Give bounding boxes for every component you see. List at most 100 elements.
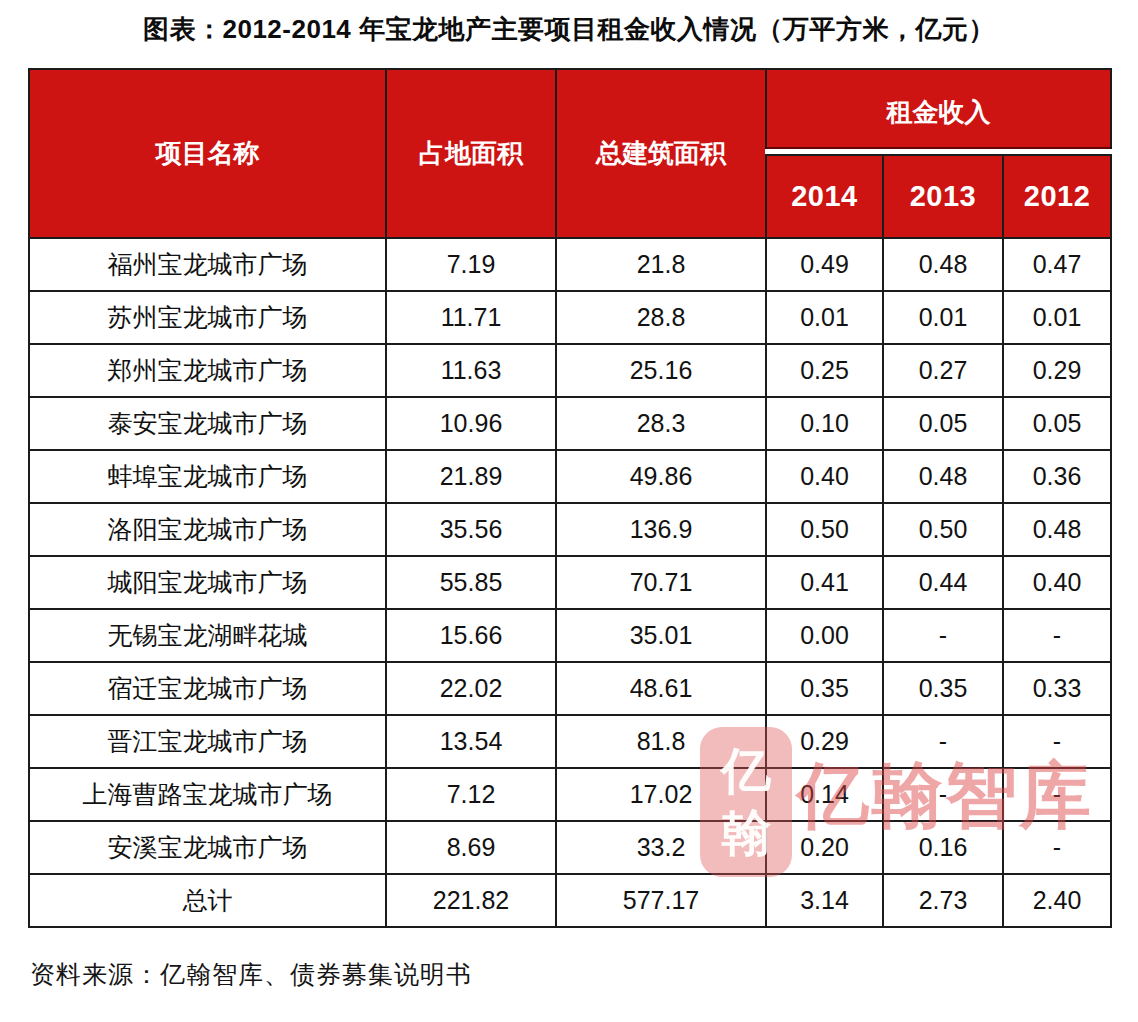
value-cell: 0.16 [883, 821, 1003, 874]
value-cell: - [1003, 768, 1111, 821]
value-cell: - [1003, 715, 1111, 768]
value-cell: 55.85 [386, 556, 556, 609]
table-body: 福州宝龙城市广场7.1921.80.490.480.47苏州宝龙城市广场11.7… [29, 238, 1111, 927]
value-cell: 0.01 [766, 291, 883, 344]
value-cell: 0.36 [1003, 450, 1111, 503]
table-row: 安溪宝龙城市广场8.6933.20.200.16- [29, 821, 1111, 874]
value-cell: 0.05 [883, 397, 1003, 450]
value-cell: 21.89 [386, 450, 556, 503]
value-cell: 2.40 [1003, 874, 1111, 927]
value-cell: 0.01 [1003, 291, 1111, 344]
header-year-2014: 2014 [766, 155, 883, 238]
header-land-area: 占地面积 [386, 69, 556, 238]
value-cell: 0.05 [1003, 397, 1111, 450]
table-row: 郑州宝龙城市广场11.6325.160.250.270.29 [29, 344, 1111, 397]
value-cell: 0.50 [883, 503, 1003, 556]
value-cell: 0.33 [1003, 662, 1111, 715]
value-cell: 0.40 [1003, 556, 1111, 609]
value-cell: 0.00 [766, 609, 883, 662]
header-year-2013: 2013 [883, 155, 1003, 238]
value-cell: 3.14 [766, 874, 883, 927]
project-name-cell: 郑州宝龙城市广场 [29, 344, 386, 397]
project-name-cell: 城阳宝龙城市广场 [29, 556, 386, 609]
value-cell: - [1003, 609, 1111, 662]
value-cell: 49.86 [556, 450, 766, 503]
value-cell: 0.20 [766, 821, 883, 874]
value-cell: 21.8 [556, 238, 766, 291]
table-row: 福州宝龙城市广场7.1921.80.490.480.47 [29, 238, 1111, 291]
value-cell: 0.47 [1003, 238, 1111, 291]
table-header: 项目名称 占地面积 总建筑面积 租金收入 2014 2013 2012 [29, 69, 1111, 238]
project-name-cell: 安溪宝龙城市广场 [29, 821, 386, 874]
rental-income-table: 项目名称 占地面积 总建筑面积 租金收入 2014 2013 2012 福州宝龙… [28, 68, 1112, 928]
table-row: 苏州宝龙城市广场11.7128.80.010.010.01 [29, 291, 1111, 344]
project-name-cell: 洛阳宝龙城市广场 [29, 503, 386, 556]
header-rental-income: 租金收入 [766, 69, 1111, 155]
value-cell: 35.56 [386, 503, 556, 556]
value-cell: 0.50 [766, 503, 883, 556]
project-name-cell: 福州宝龙城市广场 [29, 238, 386, 291]
value-cell: 0.48 [883, 450, 1003, 503]
value-cell: 7.12 [386, 768, 556, 821]
table-row: 无锡宝龙湖畔花城15.6635.010.00-- [29, 609, 1111, 662]
project-name-cell: 蚌埠宝龙城市广场 [29, 450, 386, 503]
value-cell: - [1003, 821, 1111, 874]
value-cell: 0.35 [883, 662, 1003, 715]
page-title: 图表：2012-2014 年宝龙地产主要项目租金收入情况（万平方米，亿元） [0, 12, 1138, 47]
project-name-cell: 无锡宝龙湖畔花城 [29, 609, 386, 662]
table-row: 总计221.82577.173.142.732.40 [29, 874, 1111, 927]
value-cell: 577.17 [556, 874, 766, 927]
project-name-cell: 晋江宝龙城市广场 [29, 715, 386, 768]
table-row: 泰安宝龙城市广场10.9628.30.100.050.05 [29, 397, 1111, 450]
value-cell: 15.66 [386, 609, 556, 662]
value-cell: 11.63 [386, 344, 556, 397]
value-cell: 81.8 [556, 715, 766, 768]
table-row: 上海曹路宝龙城市广场7.1217.020.14-- [29, 768, 1111, 821]
value-cell: 22.02 [386, 662, 556, 715]
value-cell: 0.10 [766, 397, 883, 450]
value-cell: 28.8 [556, 291, 766, 344]
value-cell: 221.82 [386, 874, 556, 927]
value-cell: 0.14 [766, 768, 883, 821]
value-cell: 13.54 [386, 715, 556, 768]
value-cell: 136.9 [556, 503, 766, 556]
project-name-cell: 泰安宝龙城市广场 [29, 397, 386, 450]
value-cell: 48.61 [556, 662, 766, 715]
header-row-top: 项目名称 占地面积 总建筑面积 租金收入 [29, 69, 1111, 155]
value-cell: 0.25 [766, 344, 883, 397]
table-row: 城阳宝龙城市广场55.8570.710.410.440.40 [29, 556, 1111, 609]
value-cell: 7.19 [386, 238, 556, 291]
table-row: 晋江宝龙城市广场13.5481.80.29-- [29, 715, 1111, 768]
value-cell: 33.2 [556, 821, 766, 874]
value-cell: - [883, 768, 1003, 821]
value-cell: 0.01 [883, 291, 1003, 344]
value-cell: 8.69 [386, 821, 556, 874]
value-cell: 0.48 [1003, 503, 1111, 556]
source-note: 资料来源：亿翰智库、债券募集说明书 [30, 958, 472, 991]
project-name-cell: 苏州宝龙城市广场 [29, 291, 386, 344]
value-cell: 0.35 [766, 662, 883, 715]
value-cell: 28.3 [556, 397, 766, 450]
value-cell: 0.29 [1003, 344, 1111, 397]
value-cell: - [883, 715, 1003, 768]
header-gross-floor-area: 总建筑面积 [556, 69, 766, 238]
value-cell: 2.73 [883, 874, 1003, 927]
value-cell: 10.96 [386, 397, 556, 450]
table-row: 洛阳宝龙城市广场35.56136.90.500.500.48 [29, 503, 1111, 556]
project-name-cell: 上海曹路宝龙城市广场 [29, 768, 386, 821]
header-year-2012: 2012 [1003, 155, 1111, 238]
project-name-cell: 宿迁宝龙城市广场 [29, 662, 386, 715]
project-name-cell: 总计 [29, 874, 386, 927]
value-cell: 0.41 [766, 556, 883, 609]
value-cell: 0.48 [883, 238, 1003, 291]
value-cell: 0.44 [883, 556, 1003, 609]
value-cell: 35.01 [556, 609, 766, 662]
value-cell: 0.27 [883, 344, 1003, 397]
value-cell: - [883, 609, 1003, 662]
value-cell: 11.71 [386, 291, 556, 344]
table-row: 蚌埠宝龙城市广场21.8949.860.400.480.36 [29, 450, 1111, 503]
value-cell: 0.29 [766, 715, 883, 768]
value-cell: 70.71 [556, 556, 766, 609]
header-project-name: 项目名称 [29, 69, 386, 238]
value-cell: 17.02 [556, 768, 766, 821]
